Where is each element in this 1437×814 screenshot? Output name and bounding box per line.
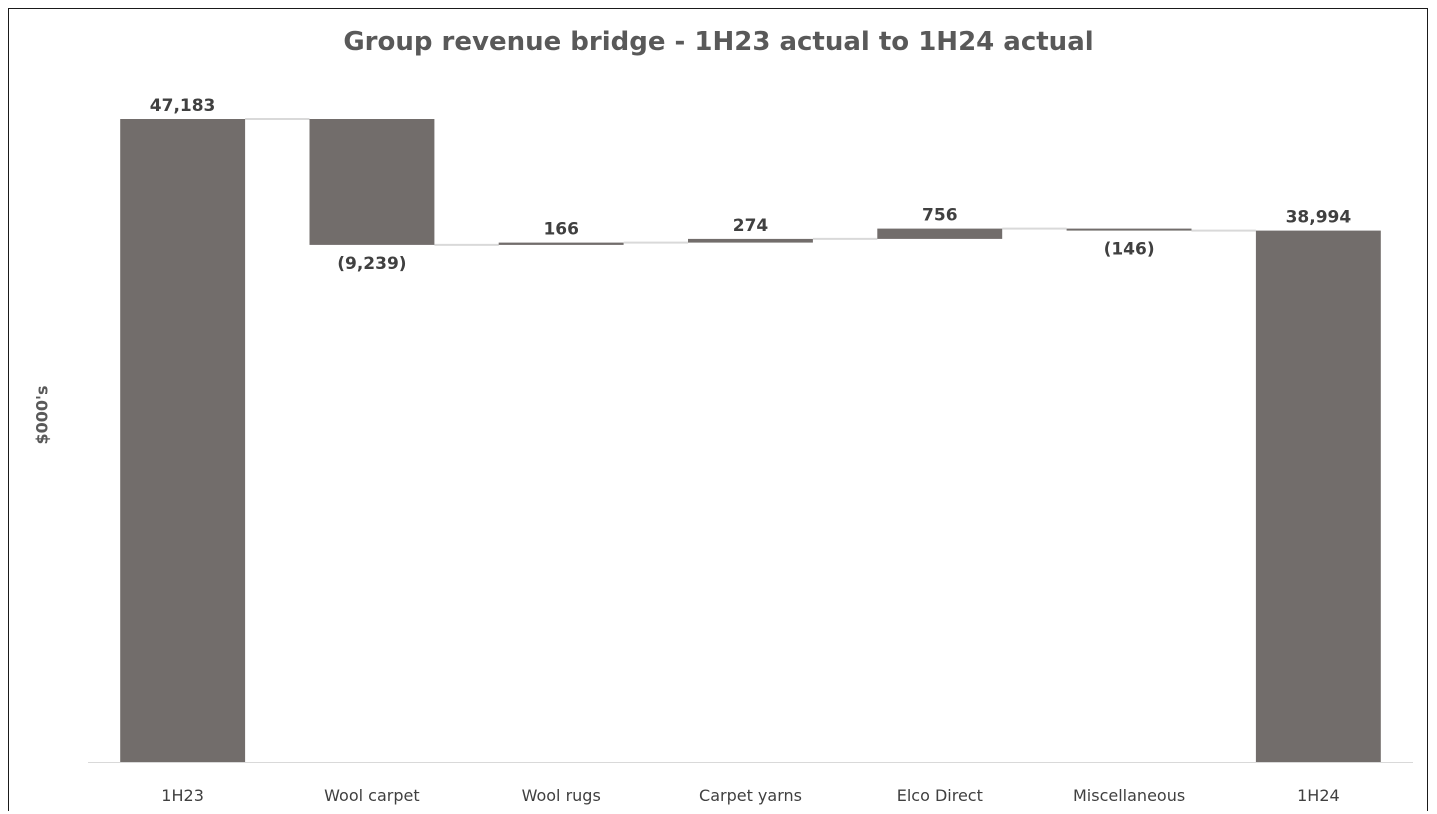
data-label: 166 [543, 220, 579, 240]
data-label: 756 [922, 206, 958, 226]
bar-elco-direct [877, 228, 1003, 239]
data-label: (146) [1104, 240, 1155, 260]
bar-miscellaneous [1066, 228, 1192, 231]
x-tick-label: Miscellaneous [1073, 786, 1185, 805]
x-tick-label: Wool carpet [324, 786, 419, 805]
x-tick-label: Carpet yarns [699, 786, 802, 805]
x-tick-label: 1H23 [161, 786, 204, 805]
bars [120, 119, 1381, 763]
bar-1h24 [1255, 230, 1381, 763]
bar-carpet-yarns [688, 238, 813, 243]
x-tick-label: Wool rugs [522, 786, 601, 805]
bar-wool-carpet [309, 119, 435, 245]
data-label: 38,994 [1286, 208, 1352, 228]
data-label: 47,183 [150, 96, 216, 116]
chart-title: Group revenue bridge - 1H23 actual to 1H… [343, 27, 1094, 57]
x-tick-label: Elco Direct [897, 786, 983, 805]
x-tick-labels: 1H23 Wool carpet Wool rugs Carpet yarns Elco… [161, 786, 1339, 805]
data-labels: 47,183 (9,239) 166 274 756 (146) 38,994 [150, 96, 1352, 274]
data-label: (9,239) [337, 254, 406, 274]
bar-1h23 [120, 119, 246, 762]
x-tick-label: 1H24 [1297, 786, 1340, 805]
bar-wool-rugs [498, 242, 624, 245]
connector-lines [245, 118, 1256, 246]
data-label: 274 [733, 216, 769, 236]
